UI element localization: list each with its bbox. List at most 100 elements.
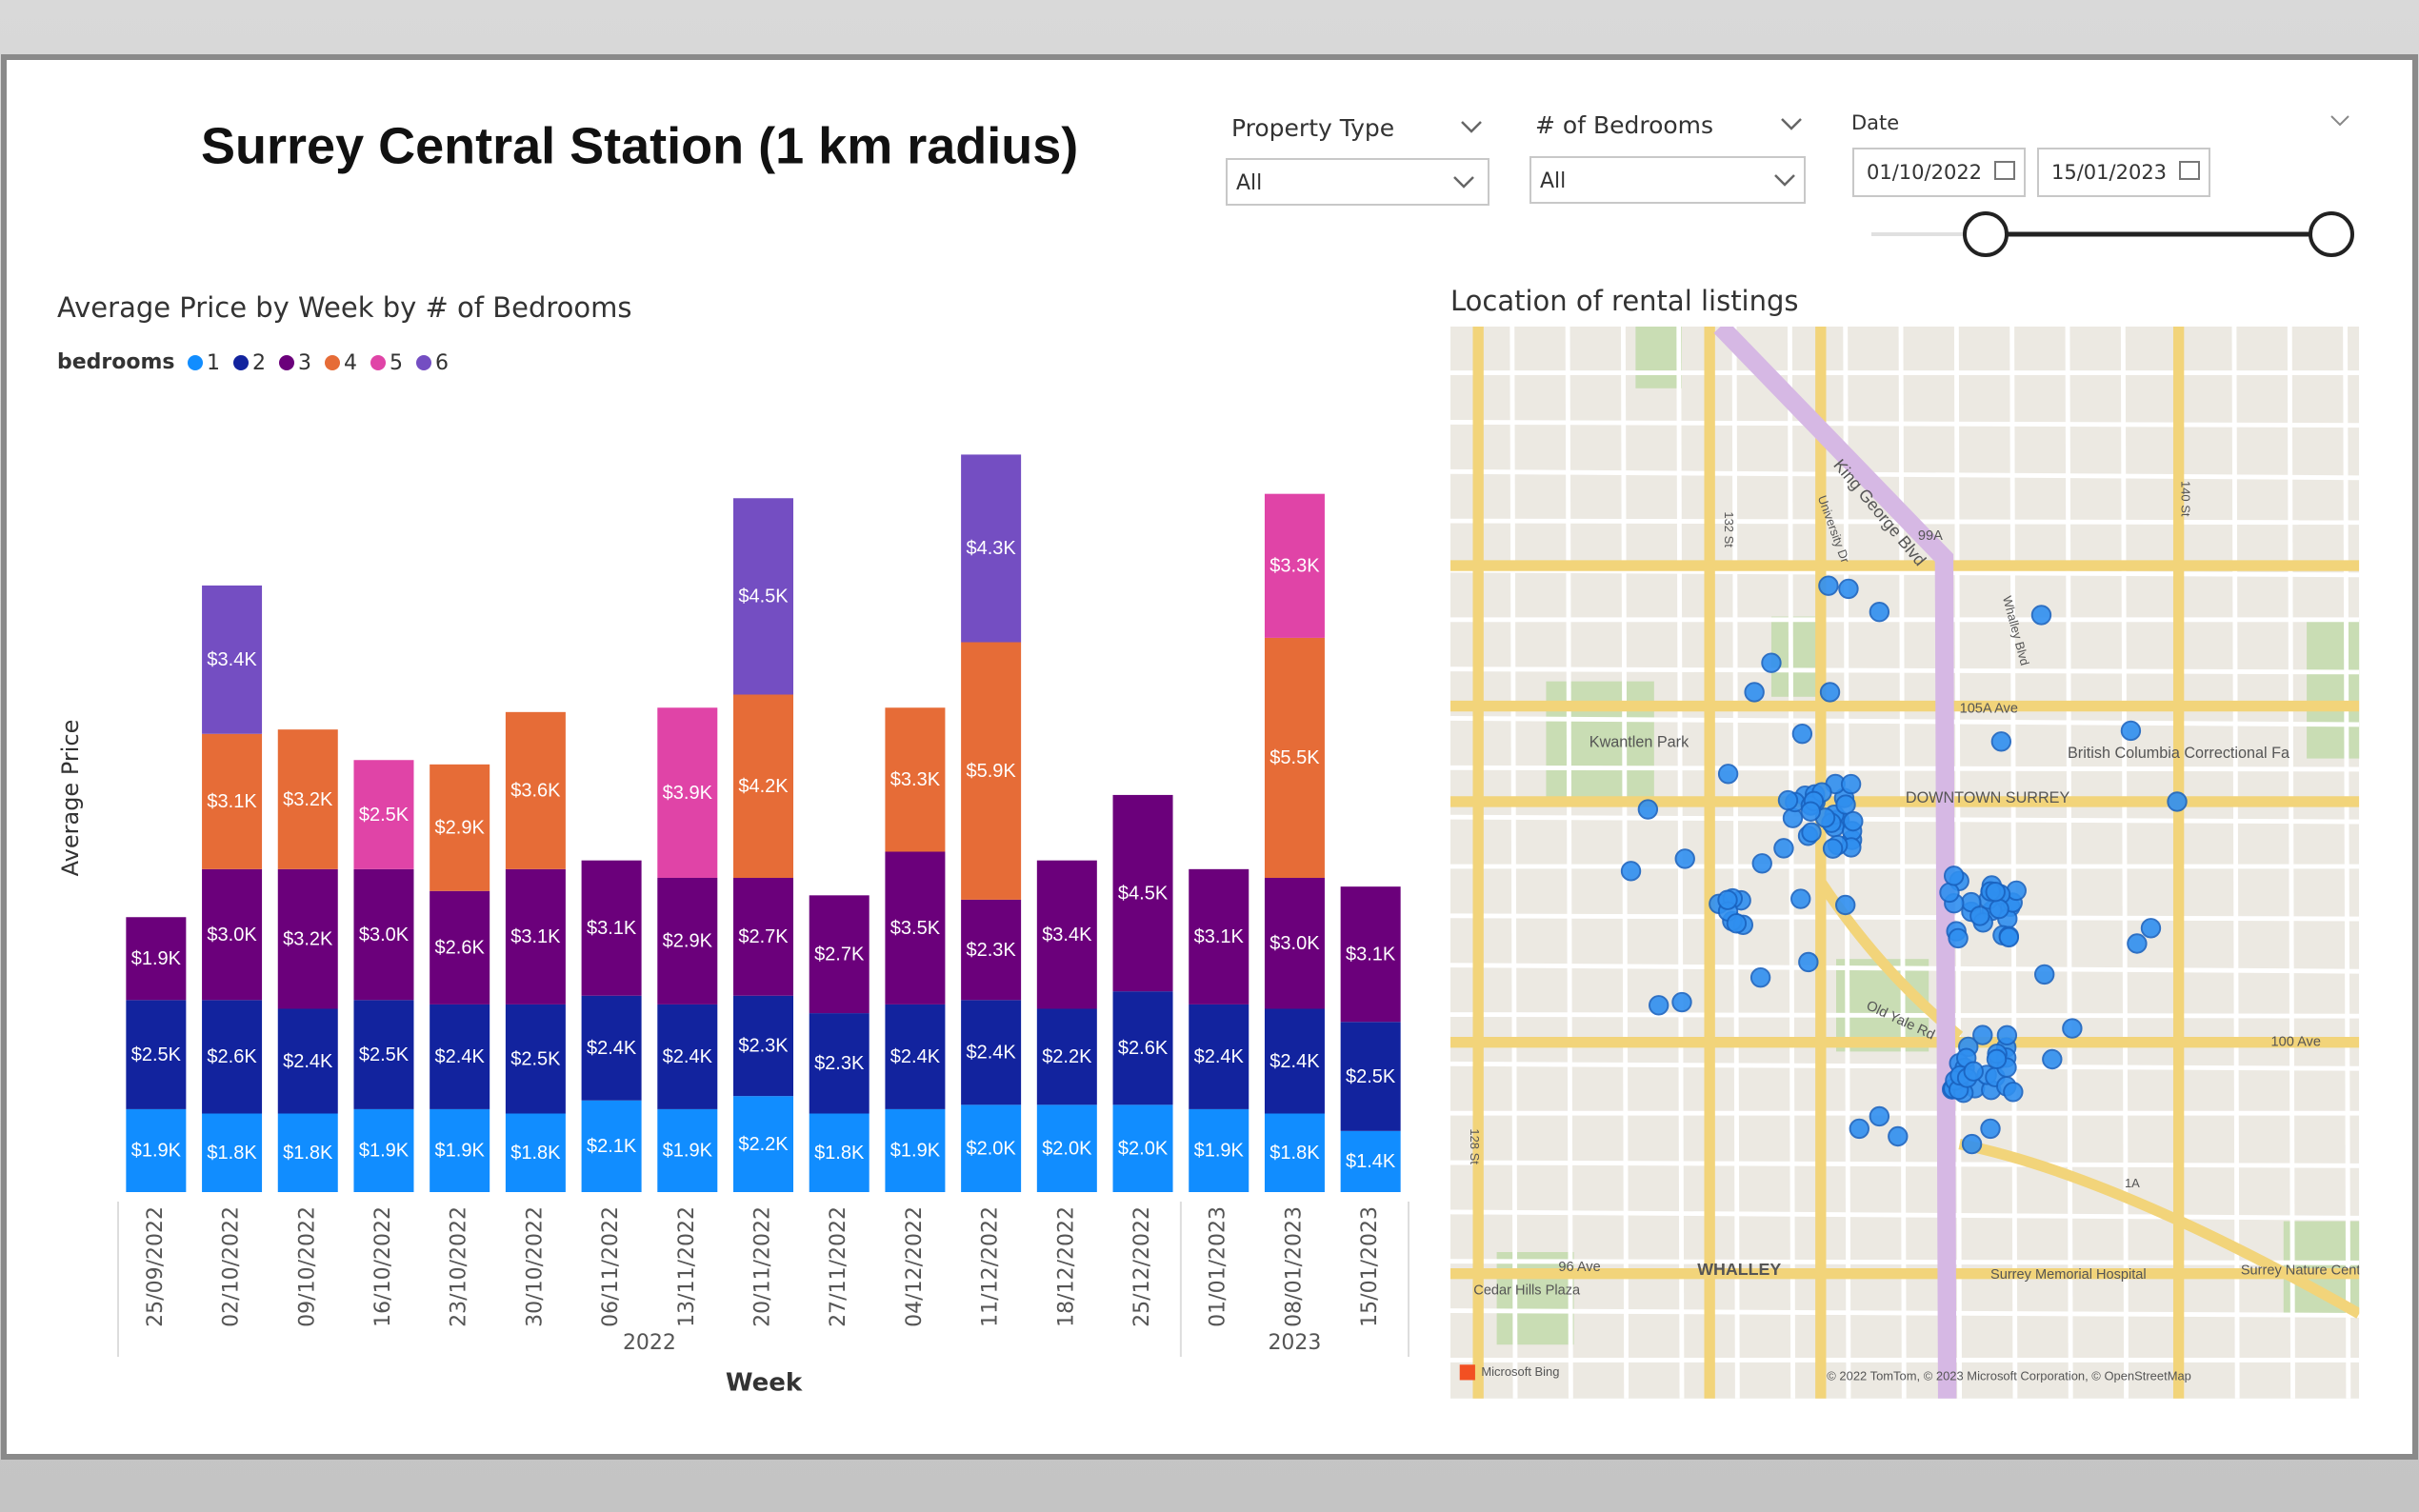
data-label: $5.9K (966, 761, 1016, 782)
listing-point (1649, 995, 1669, 1016)
listing-point (1840, 773, 1862, 795)
data-label: $2.4K (890, 1046, 941, 1067)
listing-point (1773, 838, 1794, 859)
x-tick-label: 13/11/2022 (675, 1206, 699, 1327)
street (1509, 327, 1518, 1399)
bar-segment (430, 890, 490, 1005)
listing-point (1849, 1118, 1869, 1140)
chevron (2330, 115, 2349, 127)
bar-segment (809, 895, 870, 1014)
listing-point (1726, 913, 1748, 934)
data-label: $2.4K (283, 1051, 333, 1072)
data-label: $2.4K (587, 1038, 637, 1059)
data-label: $1.9K (131, 948, 182, 969)
listing-point (1869, 602, 1890, 623)
bar-segment (581, 860, 642, 996)
listing-point (1637, 799, 1659, 820)
data-label: $1.8K (207, 1143, 257, 1164)
bar-chart: Average Price by Week by # of Bedrooms b… (57, 291, 1409, 1398)
bar-segment (1036, 1008, 1097, 1105)
street (1450, 913, 2360, 922)
data-label: $1.8K (814, 1143, 865, 1164)
bar-segment (1264, 1113, 1325, 1192)
data-label: $3.9K (663, 783, 713, 804)
bar-segment (202, 585, 263, 734)
listing-point (1800, 801, 1821, 822)
slider-handle[interactable] (2309, 211, 2354, 257)
bar-segment (581, 995, 642, 1101)
property-type-slicer[interactable]: Property Type All (1226, 114, 1489, 206)
bar-segment (277, 729, 338, 869)
y-axis-title: Average Price (57, 720, 84, 877)
bar-segment (1340, 1022, 1401, 1131)
chevron (1774, 174, 1795, 187)
listing-point (1822, 838, 1844, 859)
bar-segment (657, 707, 718, 878)
date-start: 01/10/2022 (1867, 161, 1982, 184)
bar-segment (733, 995, 793, 1097)
street (1450, 814, 2360, 825)
street (1450, 468, 2360, 481)
bar-segment (1264, 637, 1325, 878)
dropdown[interactable] (1226, 158, 1489, 206)
bar-segment (885, 1004, 946, 1109)
street (1450, 666, 2360, 675)
bar-segment (505, 868, 566, 1005)
data-label: $3.1K (1346, 944, 1396, 965)
data-label: $2.3K (966, 940, 1016, 961)
listing-point (2140, 918, 2162, 939)
data-label: $3.5K (890, 918, 941, 939)
bar-segment (430, 764, 490, 891)
bar-segment (1189, 868, 1249, 1005)
bar-segment (505, 1113, 566, 1192)
legend-marker (188, 355, 203, 370)
slider-handle[interactable] (1963, 211, 2009, 257)
bar-segment (809, 1113, 870, 1192)
x-tick-label: 25/09/2022 (144, 1206, 168, 1327)
data-label: $2.4K (663, 1046, 713, 1067)
data-label: $2.5K (359, 805, 410, 826)
bar-segment (126, 917, 187, 1001)
bar-segment (581, 1100, 642, 1192)
chevron (1781, 118, 1802, 130)
street (2009, 327, 2018, 1399)
calendar-icon[interactable] (2179, 161, 2200, 180)
x-axis-title: Week (726, 1369, 803, 1398)
listing-point (2127, 933, 2148, 954)
map-title: Location of rental listings (1450, 285, 1799, 317)
map-label: Surrey Nature Centre (2241, 1263, 2373, 1278)
legend-marker (233, 355, 249, 370)
listing-point (1985, 881, 2006, 903)
dropdown-value: All (1236, 171, 1262, 195)
map-label: 132 St (1722, 511, 1736, 547)
listing-point (1996, 1025, 2018, 1046)
data-label: $3.1K (1194, 926, 1245, 947)
map-label: 140 St (2179, 481, 2193, 517)
listing-point (1674, 848, 1695, 869)
bar-segment (1112, 794, 1173, 992)
listing-point (1888, 1125, 1909, 1147)
legend-marker (370, 355, 386, 370)
x-tick-label: 16/10/2022 (371, 1206, 395, 1327)
data-label: $2.6K (207, 1046, 257, 1067)
bedrooms-slicer[interactable]: # of Bedrooms All (1529, 111, 1806, 204)
chevron (1461, 121, 1482, 133)
map-label: Kwantlen Park (1589, 734, 1689, 751)
listing-point (1777, 789, 1799, 811)
map-label: 128 St (1468, 1128, 1482, 1164)
listing-point (1801, 822, 1822, 844)
listing-point (1838, 578, 1859, 600)
bar-segment (1264, 493, 1325, 638)
dropdown[interactable] (1529, 156, 1806, 204)
calendar-icon[interactable] (1994, 161, 2015, 180)
data-label: $2.1K (587, 1136, 637, 1157)
street (1450, 1209, 2360, 1221)
street (1450, 1259, 2360, 1265)
bar-segment (961, 1104, 1022, 1192)
legend-marker (279, 355, 294, 370)
x-tick-label: 20/11/2022 (751, 1206, 775, 1327)
date-slicer[interactable]: Date 01/10/2022 15/01/2023 (1851, 111, 2354, 257)
data-label: $2.4K (435, 1046, 486, 1067)
